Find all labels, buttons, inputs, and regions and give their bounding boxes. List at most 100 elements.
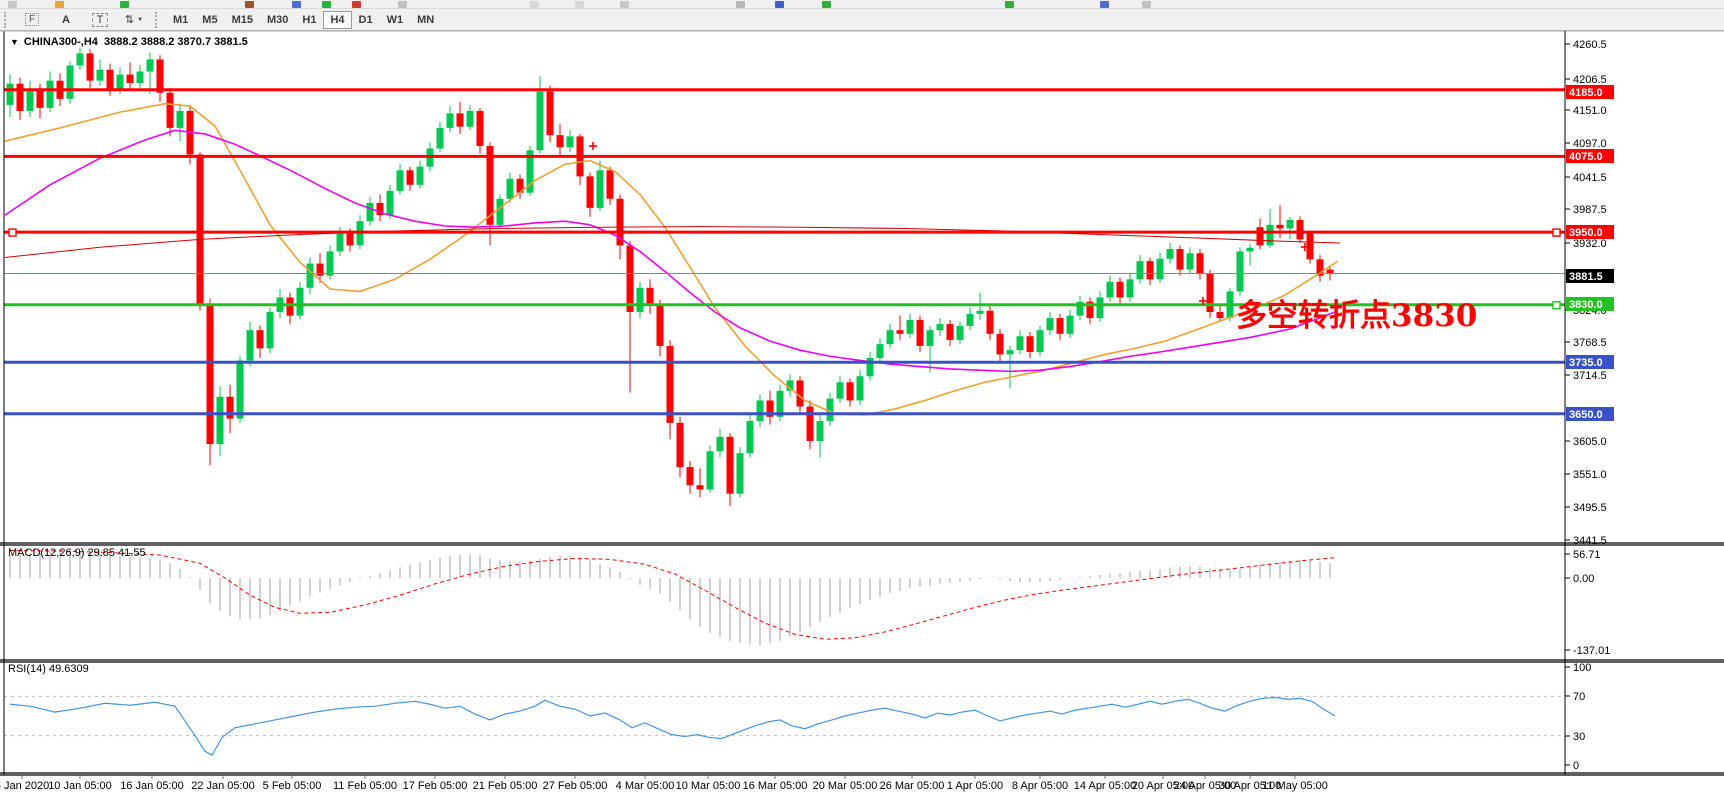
main-toolbar: F A T ⇅ ▼ M1 M5 M15 M30 H1 H4 D1 W1 MN bbox=[0, 9, 1724, 31]
candle-body bbox=[736, 453, 744, 494]
candle-body bbox=[1026, 336, 1034, 352]
candle-body bbox=[436, 127, 444, 149]
price-badge-label: 3650.0 bbox=[1569, 409, 1603, 421]
toolbar-strip-icon bbox=[352, 1, 361, 8]
price-tick-label: 4260.5 bbox=[1573, 39, 1607, 51]
time-axis-label: 1 Apr 05:00 bbox=[947, 780, 1003, 792]
price-tick-label: 4151.0 bbox=[1573, 105, 1607, 117]
timeframe-m5-button[interactable]: M5 bbox=[202, 13, 218, 26]
candle-body bbox=[1236, 251, 1244, 292]
candle-body bbox=[36, 89, 44, 108]
candle-body bbox=[636, 287, 644, 313]
price-badge-label: 3735.0 bbox=[1569, 357, 1603, 369]
candle-body bbox=[456, 113, 464, 127]
candle-body bbox=[296, 287, 304, 316]
candle-body bbox=[1116, 281, 1124, 298]
candle-body bbox=[546, 91, 554, 136]
candle-body bbox=[806, 406, 814, 442]
candle-body bbox=[696, 485, 704, 490]
time-axis-label: 20 Apr 05:00 bbox=[1132, 780, 1194, 792]
candle-body bbox=[226, 396, 234, 419]
timeframe-mn-button[interactable]: MN bbox=[417, 13, 435, 26]
candle-body bbox=[966, 313, 974, 326]
candle-body bbox=[1186, 253, 1194, 270]
toolbar-strip-icon bbox=[1005, 1, 1014, 8]
time-axis-label: 16 Jan 05:00 bbox=[120, 780, 184, 792]
price-tick-label: 4041.5 bbox=[1573, 172, 1607, 184]
candle-body bbox=[906, 319, 914, 334]
price-badge bbox=[1566, 149, 1614, 163]
text-tool-button[interactable]: T bbox=[83, 11, 117, 29]
toolbar-strip-icon bbox=[1100, 1, 1109, 8]
candle-body bbox=[936, 324, 944, 331]
time-axis-label: 14 Apr 05:00 bbox=[1074, 780, 1136, 792]
macd-signal-line bbox=[9, 550, 1336, 640]
arrows-tool-button[interactable]: ⇅ ▼ bbox=[117, 11, 151, 29]
candle-body bbox=[136, 71, 144, 84]
toolbar-grip bbox=[4, 11, 11, 28]
candle-body bbox=[706, 451, 714, 490]
timeframe-m1-button[interactable]: M1 bbox=[173, 13, 189, 26]
darkred-ma-line bbox=[4, 226, 1341, 259]
toolbar-strip-icon bbox=[322, 1, 331, 8]
candle-body bbox=[1306, 233, 1314, 260]
rsi-tick-label: 0 bbox=[1573, 760, 1579, 772]
annotation-text: 多空转折点3830 bbox=[1236, 298, 1478, 334]
price-badge-label: 4185.0 bbox=[1569, 87, 1603, 99]
candle-body bbox=[1006, 350, 1014, 355]
candle-body bbox=[236, 360, 244, 419]
symbol-dropdown-icon[interactable]: ▼ bbox=[10, 37, 19, 47]
time-axis-label: 26 Mar 05:00 bbox=[880, 780, 945, 792]
candle-body bbox=[206, 303, 214, 445]
label-tool-button[interactable]: A bbox=[49, 11, 83, 29]
rsi-line bbox=[9, 696, 1336, 757]
candle-body bbox=[656, 305, 664, 346]
time-axis-label: 10 Jan 05:00 bbox=[48, 780, 112, 792]
candle-body bbox=[66, 65, 74, 99]
price-tick-label: 3932.0 bbox=[1573, 238, 1607, 250]
price-tick-label: 4206.5 bbox=[1573, 74, 1607, 86]
candle-body bbox=[316, 263, 324, 276]
candle-body bbox=[646, 287, 654, 306]
timeframe-m15-button[interactable]: M15 bbox=[231, 13, 253, 26]
candle-body bbox=[726, 436, 734, 494]
price-badge-label: 3881.5 bbox=[1569, 271, 1603, 283]
candle-body bbox=[526, 150, 534, 193]
timeframe-h4-button[interactable]: H4 bbox=[323, 10, 352, 29]
line-handle bbox=[1552, 228, 1561, 237]
price-badge bbox=[1566, 225, 1614, 239]
timeframe-d1-button[interactable]: D1 bbox=[358, 13, 373, 26]
candle-body bbox=[1066, 315, 1074, 334]
timeframe-m30-button[interactable]: M30 bbox=[266, 13, 289, 26]
candle-body bbox=[1106, 281, 1114, 298]
candle-body bbox=[846, 382, 854, 401]
price-tick-label: 3551.0 bbox=[1573, 469, 1607, 481]
candle-body bbox=[716, 436, 724, 452]
top-icon-strip bbox=[0, 0, 1724, 9]
candle-body bbox=[156, 59, 164, 93]
time-axis-label: 16 Mar 05:00 bbox=[743, 780, 808, 792]
candle-body bbox=[86, 53, 94, 81]
chevron-down-icon: ▼ bbox=[137, 16, 144, 23]
time-axis-label: 11 May 05:00 bbox=[1262, 780, 1328, 792]
candle-body bbox=[1096, 297, 1104, 319]
candle-body bbox=[536, 91, 544, 151]
time-axis-label: 5 Feb 05:00 bbox=[263, 780, 322, 792]
candle-body bbox=[16, 83, 24, 111]
fibonacci-tool-button[interactable]: F bbox=[15, 11, 49, 29]
candle-body bbox=[446, 113, 454, 128]
macd-tick-label: -137.01 bbox=[1573, 645, 1610, 657]
candle-body bbox=[476, 110, 484, 147]
text-label-icon: A bbox=[62, 13, 70, 26]
candle-body bbox=[96, 69, 104, 81]
candle-body bbox=[1136, 261, 1144, 280]
candle-body bbox=[1146, 261, 1154, 280]
timeframe-w1-button[interactable]: W1 bbox=[386, 13, 404, 26]
candle-body bbox=[946, 324, 954, 340]
candle-body bbox=[516, 178, 524, 193]
timeframe-h1-button[interactable]: H1 bbox=[302, 13, 317, 26]
candle-body bbox=[1176, 249, 1184, 270]
candle-body bbox=[926, 330, 934, 346]
candle-body bbox=[796, 380, 804, 407]
